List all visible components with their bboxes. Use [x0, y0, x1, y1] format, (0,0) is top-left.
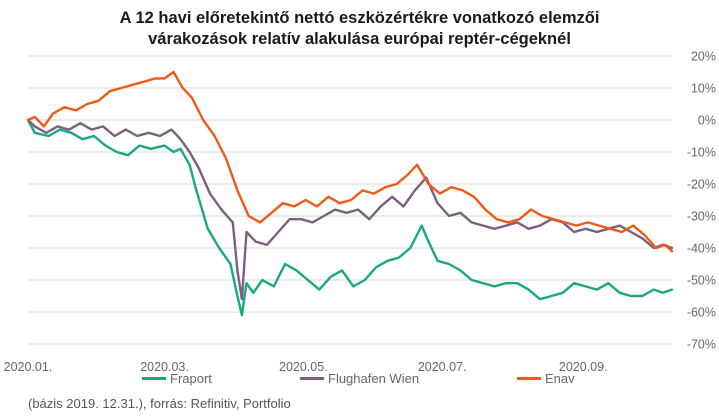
chart-title: A 12 havi előretekintő nettó eszközérték… — [0, 8, 719, 50]
source-note: (bázis 2019. 12.31.), forrás: Refinitiv,… — [28, 396, 291, 411]
series-line-flughafen-wien — [26, 118, 674, 301]
x-tick-label: 2020.01. — [4, 360, 53, 374]
legend-label-fraport: Fraport — [170, 371, 212, 386]
chart-title-line-2: várakozások relatív alakulása európai re… — [148, 30, 571, 48]
legend-label-enav: Enav — [545, 371, 575, 386]
legend-item-flughafen-wien: Flughafen Wien — [300, 371, 419, 389]
y-tick-label: -50% — [687, 274, 716, 288]
x-tick-label: 2020.07. — [418, 360, 467, 374]
legend-swatch-flughafen-wien — [300, 377, 324, 381]
series-line-enav — [26, 70, 674, 253]
y-tick-label: -10% — [687, 146, 716, 160]
legend-swatch-fraport — [142, 377, 166, 381]
legend-swatch-enav — [517, 377, 541, 381]
series-line-fraport — [26, 118, 674, 317]
x-axis-ticks: 2020.01. 2020.03. 2020.05. 2020.07. 2020.09. — [4, 360, 608, 374]
legend-item-enav: Enav — [517, 371, 575, 389]
y-tick-label: -40% — [687, 242, 716, 256]
y-tick-label: 10% — [691, 82, 716, 96]
legend-item-fraport: Fraport — [142, 371, 212, 389]
x-tick-label: 2020.03. — [140, 360, 189, 374]
y-tick-label: 0% — [698, 114, 716, 128]
y-tick-label: -60% — [687, 306, 716, 320]
y-axis-ticks: 20% 10% 0% -10% -20% -30% -40% -50% -60% -70% — [687, 50, 716, 352]
y-tick-label: -20% — [687, 178, 716, 192]
legend-label-flughafen-wien: Flughafen Wien — [328, 371, 420, 386]
y-tick-label: 20% — [691, 50, 716, 64]
chart-title-line-1: A 12 havi előretekintő nettó eszközérték… — [119, 9, 600, 27]
y-tick-label: -30% — [687, 210, 716, 224]
x-tick-label: 2020.05. — [279, 360, 328, 374]
y-tick-label: -70% — [687, 338, 716, 352]
series-lines — [26, 70, 674, 317]
x-tick-label: 2020.09. — [559, 360, 608, 374]
grid-lines — [28, 55, 672, 345]
